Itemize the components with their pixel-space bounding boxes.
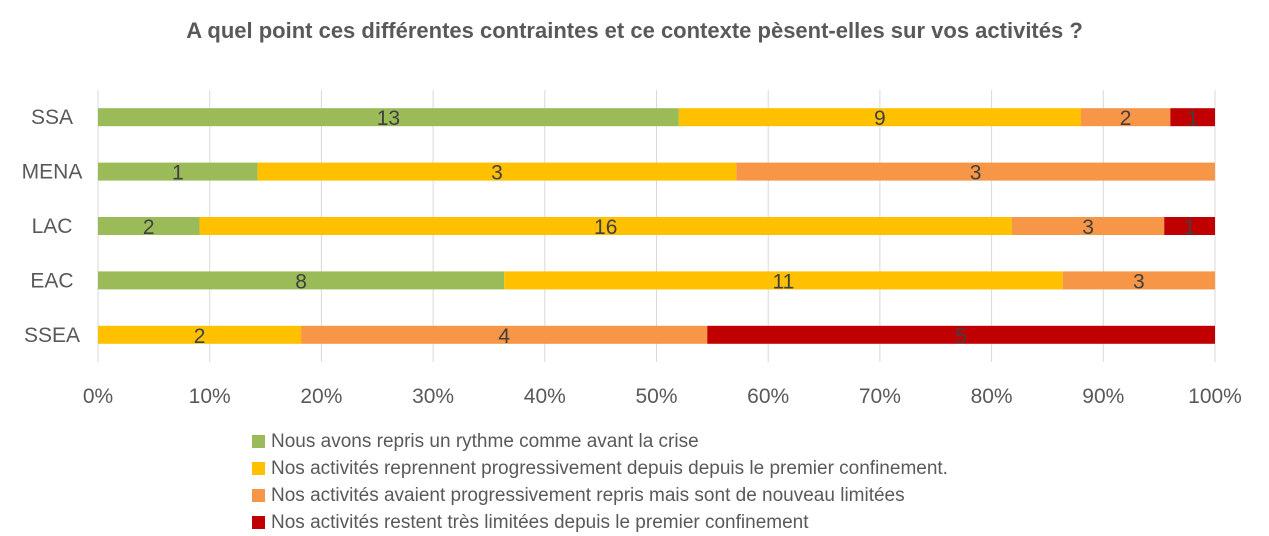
bar-segment [98, 162, 258, 181]
bar-segment [98, 217, 200, 235]
legend-label: Nos activités reprennent progressivement… [271, 457, 948, 479]
bar-segment [257, 162, 737, 181]
data-labels: 13 9 2 11 3 32 16 3 18 11 32 4 5 [143, 107, 1199, 348]
bar-segment [678, 108, 1081, 127]
bar-segment [199, 217, 1012, 235]
data-label: 9 [874, 107, 886, 130]
category-label: EAC [30, 269, 73, 292]
category-label: SSEA [24, 324, 80, 347]
data-label: 5 [955, 325, 967, 348]
legend-item: Nous avons repris un rythme comme avant … [252, 428, 948, 455]
bar-segment [736, 162, 1215, 181]
bar-segment [1080, 108, 1171, 127]
data-label: 4 [498, 325, 510, 348]
bar-segment [1062, 271, 1215, 290]
legend-swatch [252, 489, 265, 502]
bar-segment [707, 325, 1215, 344]
x-axis-ticks: 0% 10% 20% 30% 40% 50% 60% 70% 80% 90% 100% [83, 385, 1242, 408]
legend-swatch [252, 462, 265, 475]
data-label: 3 [1133, 270, 1145, 293]
category-labels: SSA MENA LAC EAC SSEA [22, 106, 83, 347]
legend-swatch [252, 435, 265, 448]
x-tick-label: 30% [412, 385, 454, 408]
x-tick-label: 40% [524, 385, 566, 408]
x-tick-label: 20% [300, 385, 342, 408]
data-label: 2 [194, 325, 206, 348]
bar-segment [98, 271, 505, 290]
legend-label: Nos activités avaient progressivement re… [271, 484, 905, 506]
x-tick-label: 0% [83, 385, 113, 408]
data-label: 11 [773, 270, 795, 293]
data-label: 13 [377, 107, 400, 130]
x-tick-label: 10% [189, 385, 231, 408]
x-tick-label: 60% [747, 385, 789, 408]
data-label: 2 [1120, 107, 1132, 130]
bar-segment [98, 325, 302, 344]
bar-segment [1164, 217, 1215, 235]
legend-label: Nous avons repris un rythme comme avant … [271, 430, 699, 452]
category-label: SSA [31, 106, 73, 129]
data-label: 8 [295, 270, 307, 293]
category-label: MENA [22, 161, 83, 184]
data-label: 2 [143, 216, 155, 239]
legend-item: Nos activités reprennent progressivement… [252, 455, 948, 482]
x-tick-label: 90% [1082, 385, 1124, 408]
legend-swatch [252, 516, 265, 529]
bar-segment [504, 271, 1063, 290]
bar-segment [301, 325, 708, 344]
data-label: 16 [594, 216, 617, 239]
legend-label: Nos activités restent très limitées depu… [271, 511, 809, 533]
x-tick-label: 100% [1188, 385, 1242, 408]
data-label: 3 [1082, 216, 1094, 239]
x-tick-label: 70% [859, 385, 901, 408]
bar-segment [1011, 217, 1165, 235]
bars [98, 108, 1215, 344]
category-label: LAC [32, 215, 73, 238]
x-tick-label: 50% [635, 385, 677, 408]
bar-segment [98, 108, 679, 127]
data-label: 1 [172, 162, 184, 185]
legend-item: Nos activités restent très limitées depu… [252, 509, 948, 536]
x-tick-label: 80% [971, 385, 1013, 408]
data-label: 1 [1187, 107, 1199, 130]
legend-item: Nos activités avaient progressivement re… [252, 482, 948, 509]
legend: Nous avons repris un rythme comme avant … [252, 428, 948, 536]
data-label: 3 [970, 162, 982, 185]
data-label: 3 [491, 162, 503, 185]
chart-title: A quel point ces différentes contraintes… [186, 18, 1083, 43]
data-label: 1 [1184, 216, 1196, 239]
bar-segment [1170, 108, 1215, 127]
